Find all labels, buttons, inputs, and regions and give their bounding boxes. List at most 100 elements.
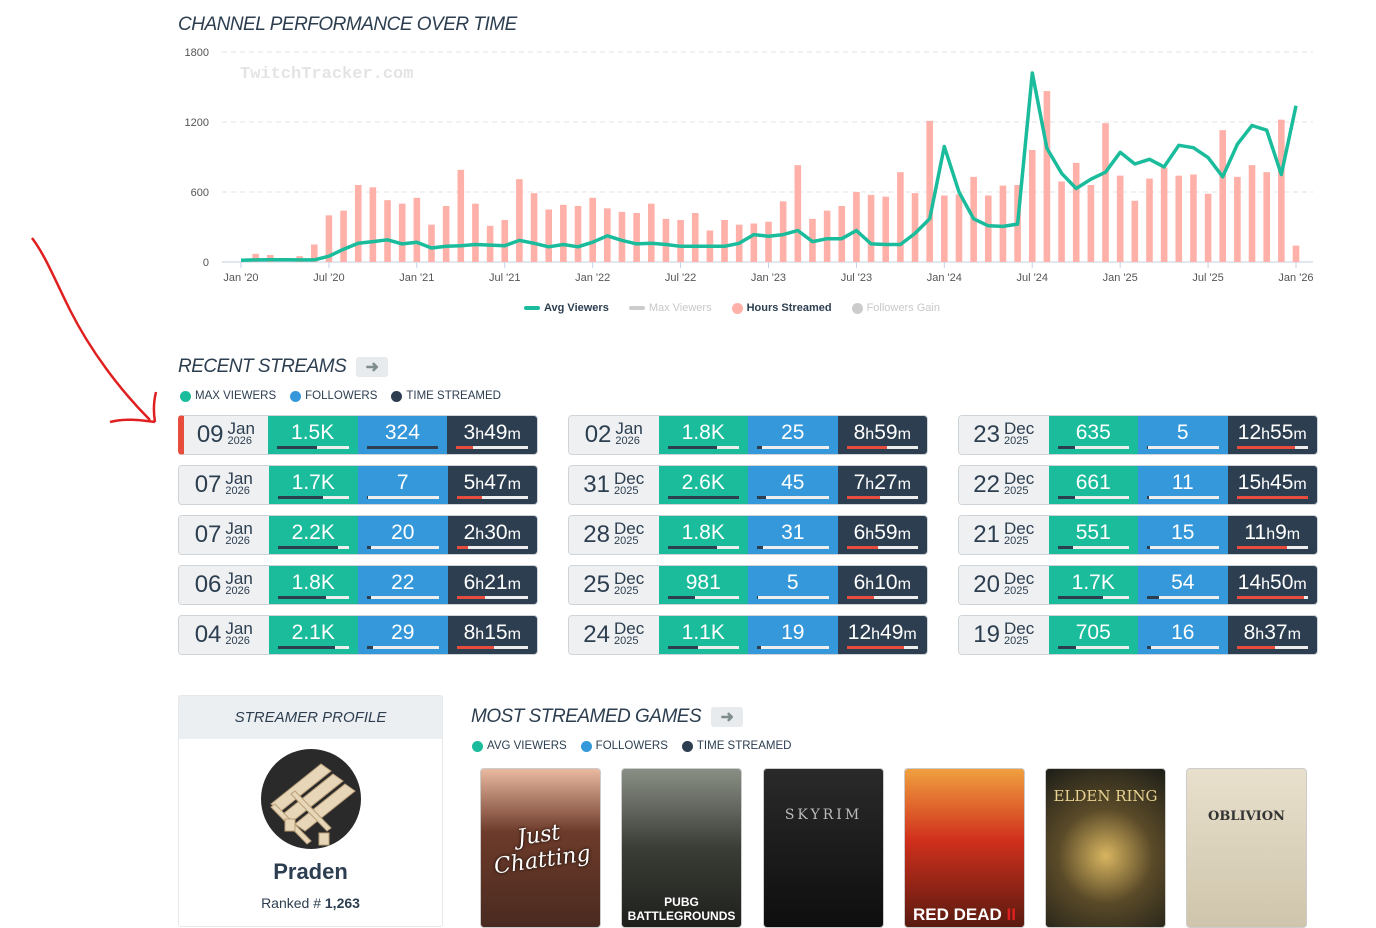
time-streamed-cell: 14h50m	[1227, 566, 1317, 604]
stream-year: 2026	[225, 635, 250, 647]
game-logo: Just Chatting	[492, 820, 593, 880]
time-streamed-bar	[846, 496, 918, 499]
time-streamed-value: 12h49m	[847, 621, 917, 644]
legend-item[interactable]: Hours Streamed	[731, 302, 832, 314]
followers-value: 20	[391, 521, 415, 544]
stream-row[interactable]: 23 Dec 2025 635 5 12h55m	[958, 415, 1318, 455]
followers-cell: 25	[748, 416, 838, 454]
game-cover-pubg[interactable]: PUBG BATTLEGROUNDS	[621, 768, 742, 928]
time-streamed-value: 2h30m	[463, 521, 521, 544]
max-viewers-bar	[1057, 646, 1129, 649]
legend-item[interactable]: AVG VIEWERS	[472, 740, 567, 752]
minutes: 15	[484, 621, 508, 644]
legend-item[interactable]: TIME STREAMED	[391, 390, 501, 402]
game-cover-skyrim[interactable]: SKYRIM	[763, 768, 884, 928]
stream-row[interactable]: 02 Jan 2026 1.8K 25 8h59m	[568, 415, 928, 455]
bar-hours-streamed	[941, 195, 948, 262]
stream-row[interactable]: 21 Dec 2025 551 15 11h9m	[958, 515, 1318, 555]
bar-hours-streamed	[325, 215, 333, 262]
max-viewers-cell: 981	[658, 566, 748, 604]
max-viewers-cell: 2.6K	[658, 466, 748, 504]
game-logo: OBLIVION	[1208, 809, 1285, 824]
stream-row[interactable]: 19 Dec 2025 705 16 8h37m	[958, 615, 1318, 655]
max-viewers-bar	[277, 496, 349, 499]
game-logo: SKYRIM	[784, 807, 863, 823]
legend-label: Max Viewers	[648, 302, 712, 314]
max-viewers-bar	[276, 446, 349, 449]
recent-streams-more-button[interactable]: ➜	[356, 357, 389, 377]
time-streamed-cell: 6h59m	[837, 516, 927, 554]
stream-row[interactable]: 22 Dec 2025 661 11 15h45m	[958, 465, 1318, 505]
followers-bar	[1147, 446, 1219, 449]
stream-row[interactable]: 31 Dec 2025 2.6K 45 7h27m	[568, 465, 928, 505]
stream-date: 20 Dec 2025	[959, 566, 1049, 604]
bar-hours-streamed	[398, 203, 406, 262]
max-viewers-cell: 1.7K	[268, 466, 358, 504]
max-viewers-cell: 1.8K	[658, 416, 748, 454]
time-streamed-value: 8h59m	[853, 421, 911, 444]
stream-row[interactable]: 09 Jan 2026 1.5K 324 3h49m	[178, 415, 538, 455]
bar-hours-streamed	[999, 185, 1007, 262]
stream-month: Jan	[225, 469, 253, 488]
stream-row[interactable]: 24 Dec 2025 1.1K 19 12h49m	[568, 615, 928, 655]
max-viewers-cell: 2.1K	[268, 616, 358, 654]
legend-item[interactable]: FOLLOWERS	[580, 740, 668, 752]
time-streamed-cell: 2h30m	[447, 516, 537, 554]
stream-year: 2025	[613, 635, 639, 647]
stream-row[interactable]: 07 Jan 2026 1.7K 7 5h47m	[178, 465, 538, 505]
dot-marker-icon	[681, 740, 693, 752]
minutes: 59	[874, 421, 898, 444]
arrow-right-icon: ➜	[365, 359, 379, 376]
minutes: 59	[874, 521, 898, 544]
stream-row[interactable]: 28 Dec 2025 1.8K 31 6h59m	[568, 515, 928, 555]
time-streamed-value: 14h50m	[1237, 571, 1307, 594]
stream-row[interactable]: 20 Dec 2025 1.7K 54 14h50m	[958, 565, 1318, 605]
legend-item[interactable]: Max Viewers	[628, 302, 712, 314]
game-cover-elden-ring[interactable]: ELDEN RING	[1045, 768, 1166, 928]
legend-item[interactable]: FOLLOWERS	[290, 390, 377, 402]
time-streamed-bar	[846, 546, 918, 549]
max-viewers-bar	[667, 446, 739, 449]
bar-hours-streamed	[691, 213, 699, 262]
legend-label: Followers Gain	[866, 302, 940, 314]
stream-row[interactable]: 06 Jan 2026 1.8K 22 6h21m	[178, 565, 538, 605]
games-more-button[interactable]: ➜	[711, 707, 744, 727]
streamer-name: Praden	[273, 859, 348, 884]
stream-row[interactable]: 25 Dec 2025 981 5 6h10m	[568, 565, 928, 605]
stream-row[interactable]: 07 Jan 2026 2.2K 20 2h30m	[178, 515, 538, 555]
minutes: 30	[484, 521, 508, 544]
legend-item[interactable]: TIME STREAMED	[681, 740, 791, 752]
time-streamed-value: 8h15m	[463, 621, 521, 644]
game-cover-just-chatting[interactable]: Just Chatting	[480, 768, 601, 928]
stream-day: 21	[973, 521, 1000, 548]
time-streamed-cell: 12h55m	[1227, 416, 1317, 454]
game-logo: PUBG BATTLEGROUNDS	[627, 895, 736, 923]
game-cover-red-dead-2[interactable]: RED DEAD II	[904, 768, 1025, 928]
bar-hours-streamed	[1292, 245, 1300, 262]
hours: 2	[463, 521, 476, 544]
performance-chart[interactable]: 0 600 1200 1800 TwitchTracker.com Jan '20 Jul …	[0, 0, 1376, 330]
annotation-arrow	[31, 237, 158, 424]
max-viewers-bar	[277, 546, 349, 549]
max-viewers-value: 1.7K	[1071, 571, 1115, 594]
time-streamed-value: 6h21m	[463, 571, 521, 594]
stream-date: 28 Dec 2025	[569, 516, 659, 554]
time-streamed-bar	[1236, 646, 1308, 649]
legend-item[interactable]: Followers Gain	[851, 302, 940, 314]
bar-hours-streamed	[1248, 165, 1256, 262]
avatar[interactable]	[260, 749, 361, 849]
followers-value: 25	[781, 421, 805, 444]
stream-year: 2025	[1003, 435, 1029, 447]
game-cover-oblivion[interactable]: OBLIVION	[1186, 768, 1307, 928]
streamer-profile-card: STREAMER PROFILE Praden Ranked # 1,263	[178, 695, 443, 927]
legend-item[interactable]: Avg Viewers	[524, 302, 609, 314]
x-tick-label: Jan '25	[1103, 272, 1138, 284]
followers-value: 31	[781, 521, 805, 544]
legend-label: Hours Streamed	[746, 302, 832, 314]
max-viewers-value: 661	[1075, 471, 1111, 494]
legend-item[interactable]: MAX VIEWERS	[180, 390, 276, 402]
minutes: 47	[484, 471, 508, 494]
max-viewers-value: 1.5K	[291, 421, 335, 444]
followers-value: 11	[1171, 471, 1194, 494]
stream-row[interactable]: 04 Jan 2026 2.1K 29 8h15m	[178, 615, 538, 655]
